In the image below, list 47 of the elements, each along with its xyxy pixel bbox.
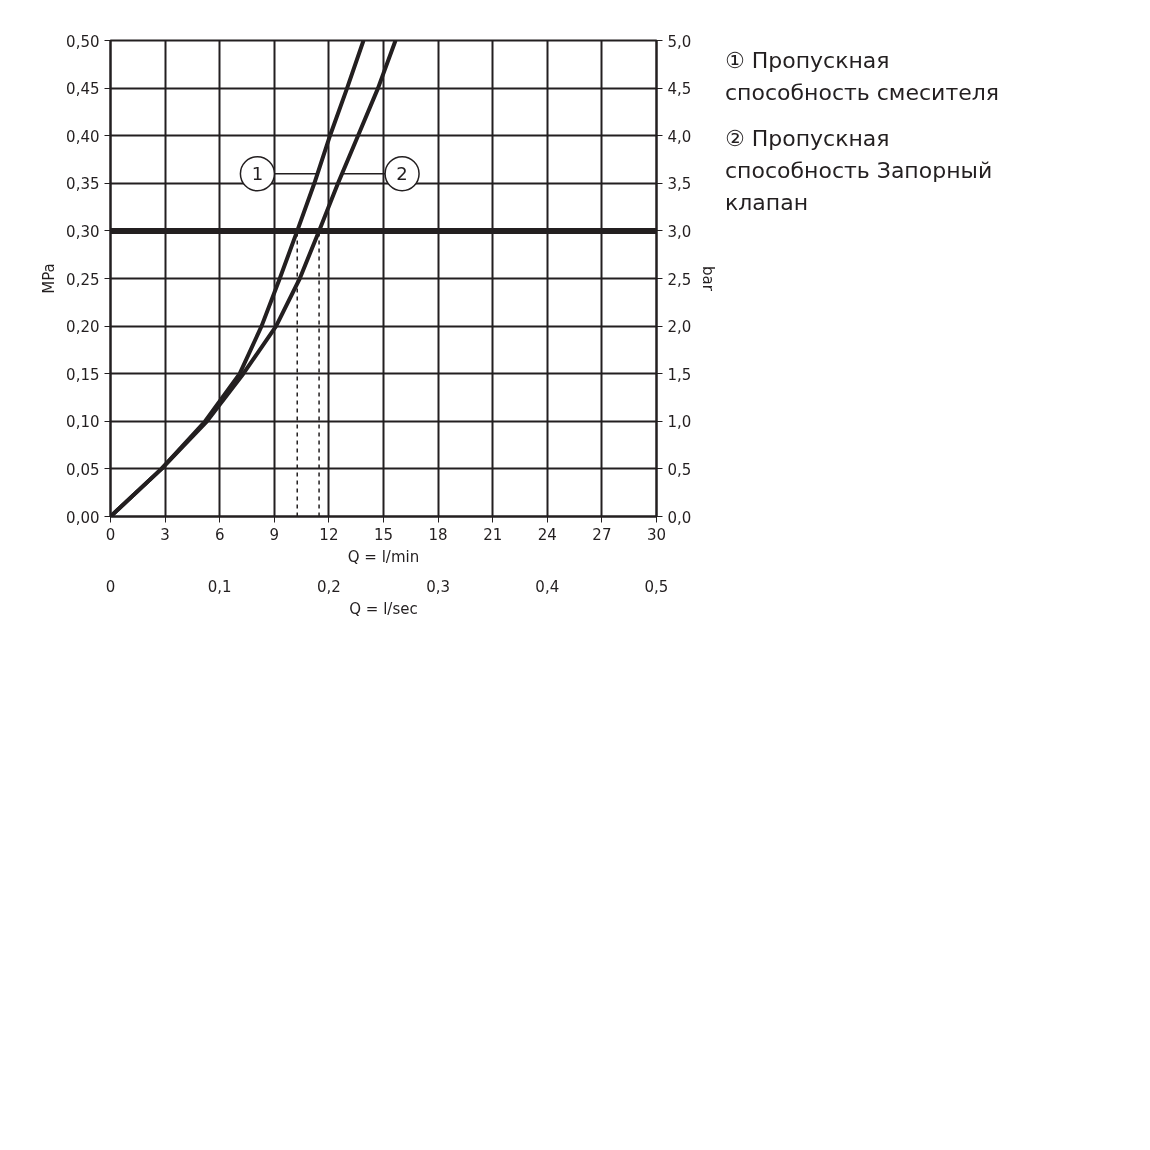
x2-tick-label: 0	[105, 577, 116, 596]
y-tick-label: 0,25	[66, 270, 100, 289]
x2-tick-label: 0,1	[207, 577, 232, 596]
y-tick-label: 0,40	[66, 127, 100, 146]
y2-tick-label: 1,5	[667, 365, 692, 384]
y-tick-label: 0,20	[66, 318, 100, 337]
y2-tick-label: 2,0	[667, 318, 692, 337]
x2-axis-title: Q = l/sec	[349, 599, 418, 618]
y-tick-label: 0,05	[66, 460, 100, 479]
x-tick-label: 3	[160, 525, 170, 544]
x2-tick-label: 0,5	[644, 577, 669, 596]
y-tick-label: 0,15	[66, 365, 100, 384]
x-tick-label: 6	[214, 525, 225, 544]
x-tick-label: 21	[483, 525, 503, 544]
x-tick-label: 30	[646, 525, 667, 544]
x-tick-label: 15	[373, 525, 394, 544]
y2-tick-label: 0,0	[667, 508, 692, 527]
text: 1	[251, 163, 264, 185]
y2-tick-label: 4,0	[667, 127, 692, 146]
y2-tick-label: 4,5	[667, 80, 692, 99]
y2-tick-label: 0,5	[667, 460, 692, 479]
text: ② Пропускная способность Запорный клапан	[725, 124, 994, 217]
x-tick-label: 27	[592, 525, 612, 544]
y2-tick-label: 3,5	[667, 175, 692, 194]
text: ① Пропускная способность смесителя	[725, 47, 1001, 107]
y-tick-label: 0,30	[66, 222, 100, 241]
y-tick-label: 0,45	[66, 80, 100, 99]
x-tick-label: 12	[319, 525, 339, 544]
y2-tick-label: 3,0	[667, 222, 692, 241]
y2-axis-title: bar	[699, 266, 718, 292]
x2-tick-label: 0,3	[426, 577, 451, 596]
x-axis-title: Q = l/min	[347, 547, 420, 566]
x2-tick-label: 0,4	[535, 577, 560, 596]
x-tick-label: 0	[105, 525, 116, 544]
x-tick-label: 9	[269, 525, 280, 544]
x2-tick-label: 0,2	[316, 577, 341, 596]
x-tick-label: 24	[537, 525, 557, 544]
y2-tick-label: 1,0	[667, 413, 692, 432]
y2-tick-label: 5,0	[667, 32, 692, 51]
x-tick-label: 18	[428, 525, 448, 544]
legend-label: 2	[396, 163, 408, 185]
y-tick-label: 0,10	[66, 413, 100, 432]
y2-tick-label: 2,5	[667, 270, 692, 289]
y-tick-label: 0,00	[66, 508, 100, 527]
y-axis-title: MPa	[40, 263, 59, 294]
y-tick-label: 0,50	[66, 32, 100, 51]
y-tick-label: 0,35	[66, 175, 100, 194]
